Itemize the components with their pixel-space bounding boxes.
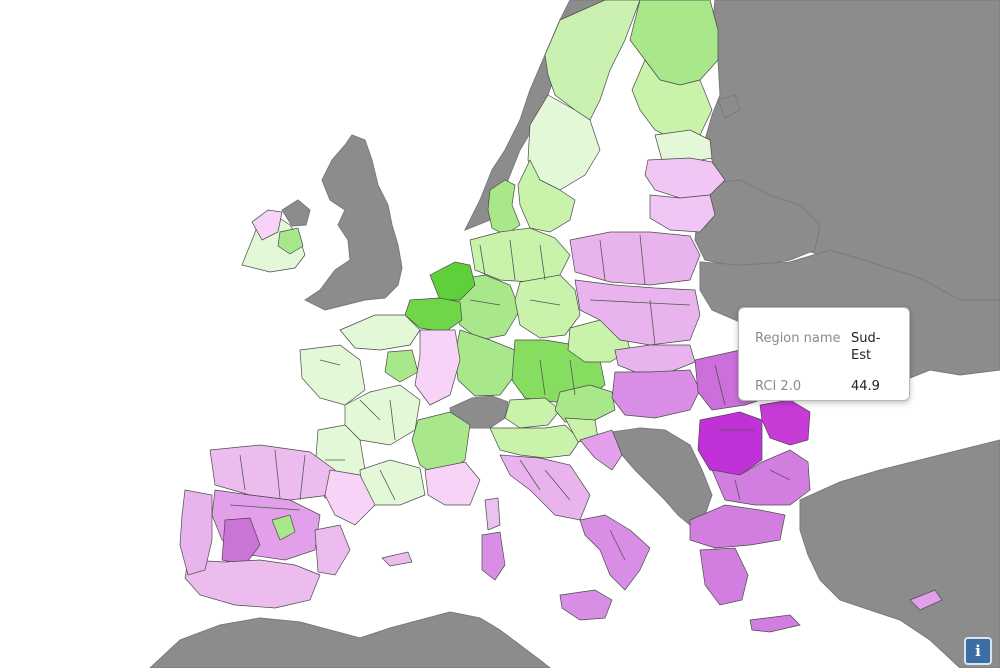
region-hungary xyxy=(611,369,701,419)
region-sweden-mid xyxy=(527,94,601,191)
tooltip-metric-label: RCI 2.0 xyxy=(755,379,802,394)
region-france-east xyxy=(414,329,461,406)
region-bulgaria xyxy=(711,449,811,506)
region-ireland-dublin xyxy=(277,227,304,255)
region-germany-north xyxy=(469,227,571,283)
region-france-west xyxy=(299,344,366,406)
region-sweden-north xyxy=(544,0,641,121)
region-catalonia xyxy=(324,469,376,526)
region-sud-est xyxy=(759,399,811,446)
region-germany-east xyxy=(514,274,581,339)
tooltip-name-label: Region name xyxy=(755,331,841,346)
tooltip-metric-value: 44.9 xyxy=(851,379,880,394)
region-portugal xyxy=(179,489,213,576)
regions-pink xyxy=(179,157,943,633)
region-ireland-west xyxy=(251,209,283,241)
region-tooltip: Region name Sud-Est RCI 2.0 44.9 xyxy=(738,307,910,401)
region-madrid-area xyxy=(221,517,261,566)
region-italy-south xyxy=(579,514,651,591)
region-andalusia xyxy=(184,559,321,609)
regions-green xyxy=(241,0,719,506)
turkey xyxy=(799,439,1000,669)
region-madrid xyxy=(271,514,296,541)
region-poland-south xyxy=(574,279,701,346)
region-lithuania xyxy=(649,194,716,233)
region-paca xyxy=(424,461,481,506)
region-italy-north xyxy=(489,424,581,459)
region-slovakia xyxy=(614,344,696,373)
tooltip-row-name: Region name Sud-Est xyxy=(755,330,895,364)
region-austria-east xyxy=(554,384,616,423)
internal-borders xyxy=(229,234,791,561)
region-france-north xyxy=(339,314,421,351)
tooltip-name-value: Sud-Est xyxy=(851,331,881,363)
region-sicily xyxy=(559,589,613,621)
belarus-north xyxy=(717,94,741,119)
north-africa xyxy=(148,611,552,669)
region-balearics xyxy=(381,551,413,567)
info-icon: i xyxy=(975,642,981,660)
info-button[interactable]: i xyxy=(964,637,992,665)
region-denmark xyxy=(487,179,521,236)
region-austria-west xyxy=(504,397,561,429)
region-croatia xyxy=(579,429,623,471)
region-cyprus xyxy=(909,589,943,611)
region-crete xyxy=(749,614,801,633)
northern-ireland xyxy=(281,199,311,227)
united-kingdom xyxy=(304,134,403,311)
tooltip-row-metric: RCI 2.0 44.9 xyxy=(755,378,895,395)
region-corsica xyxy=(484,497,501,531)
region-ile-de-france xyxy=(384,349,419,383)
region-valencia xyxy=(314,524,351,576)
region-sardinia xyxy=(481,531,506,581)
belarus xyxy=(694,179,821,266)
region-greece-north xyxy=(689,504,786,549)
region-poland-north xyxy=(569,231,701,286)
region-romania-south xyxy=(697,411,763,476)
region-greece-south xyxy=(699,547,749,606)
region-sweden-south xyxy=(517,159,576,233)
